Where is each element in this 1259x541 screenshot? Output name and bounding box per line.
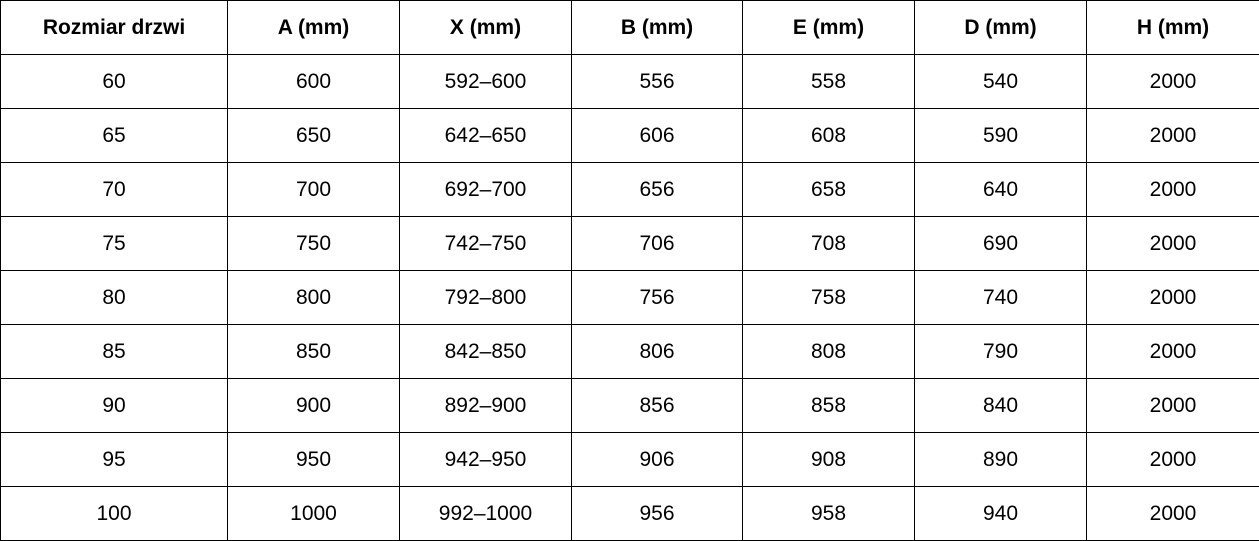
- table-cell: 608: [742, 108, 915, 163]
- table-row: 100 1000 992–1000 956 958 940 2000: [0, 486, 1259, 541]
- table-cell: 2000: [1086, 378, 1259, 433]
- table-row: 80 800 792–800 756 758 740 2000: [0, 270, 1259, 325]
- table-cell: 2000: [1086, 432, 1259, 487]
- table-cell: 2000: [1086, 162, 1259, 217]
- column-header: A (mm): [227, 0, 400, 55]
- column-header: X (mm): [399, 0, 572, 55]
- table-cell: 708: [742, 216, 915, 271]
- table-cell: 758: [742, 270, 915, 325]
- table-row: 85 850 842–850 806 808 790 2000: [0, 324, 1259, 379]
- table-cell: 556: [571, 54, 743, 109]
- table-cell: 856: [571, 378, 743, 433]
- table-row: 90 900 892–900 856 858 840 2000: [0, 378, 1259, 433]
- table-cell: 840: [914, 378, 1087, 433]
- table-cell: 842–850: [399, 324, 572, 379]
- table-cell: 606: [571, 108, 743, 163]
- table-cell: 740: [914, 270, 1087, 325]
- table-cell: 900: [227, 378, 400, 433]
- table-cell: 992–1000: [399, 486, 572, 541]
- table-cell: 2000: [1086, 216, 1259, 271]
- table-cell: 908: [742, 432, 915, 487]
- table-row: 70 700 692–700 656 658 640 2000: [0, 162, 1259, 217]
- table-cell: 558: [742, 54, 915, 109]
- table-cell: 890: [914, 432, 1087, 487]
- table-cell: 100: [0, 486, 228, 541]
- table-cell: 906: [571, 432, 743, 487]
- table-cell: 808: [742, 324, 915, 379]
- column-header: B (mm): [571, 0, 743, 55]
- table-cell: 942–950: [399, 432, 572, 487]
- table-cell: 642–650: [399, 108, 572, 163]
- table-cell: 958: [742, 486, 915, 541]
- table-cell: 600: [227, 54, 400, 109]
- table-row: 75 750 742–750 706 708 690 2000: [0, 216, 1259, 271]
- table-cell: 892–900: [399, 378, 572, 433]
- table-cell: 590: [914, 108, 1087, 163]
- table-cell: 90: [0, 378, 228, 433]
- table-cell: 65: [0, 108, 228, 163]
- table-cell: 95: [0, 432, 228, 487]
- table-cell: 956: [571, 486, 743, 541]
- table-cell: 858: [742, 378, 915, 433]
- table-cell: 790: [914, 324, 1087, 379]
- column-header: D (mm): [914, 0, 1087, 55]
- table-cell: 750: [227, 216, 400, 271]
- table-cell: 850: [227, 324, 400, 379]
- table-cell: 85: [0, 324, 228, 379]
- table-cell: 540: [914, 54, 1087, 109]
- table-cell: 742–750: [399, 216, 572, 271]
- table-cell: 592–600: [399, 54, 572, 109]
- table-cell: 2000: [1086, 270, 1259, 325]
- table-cell: 75: [0, 216, 228, 271]
- table-cell: 2000: [1086, 486, 1259, 541]
- table-cell: 706: [571, 216, 743, 271]
- table-cell: 650: [227, 108, 400, 163]
- table-cell: 80: [0, 270, 228, 325]
- table-cell: 950: [227, 432, 400, 487]
- table-cell: 60: [0, 54, 228, 109]
- table-cell: 640: [914, 162, 1087, 217]
- column-header: H (mm): [1086, 0, 1259, 55]
- table-cell: 2000: [1086, 54, 1259, 109]
- table-cell: 806: [571, 324, 743, 379]
- table-cell: 1000: [227, 486, 400, 541]
- column-header: Rozmiar drzwi: [0, 0, 228, 55]
- table-cell: 656: [571, 162, 743, 217]
- table-cell: 700: [227, 162, 400, 217]
- table-row: 65 650 642–650 606 608 590 2000: [0, 108, 1259, 163]
- table-cell: 690: [914, 216, 1087, 271]
- column-header: E (mm): [742, 0, 915, 55]
- table-cell: 70: [0, 162, 228, 217]
- table-cell: 940: [914, 486, 1087, 541]
- table-cell: 792–800: [399, 270, 572, 325]
- table-cell: 756: [571, 270, 743, 325]
- table-cell: 800: [227, 270, 400, 325]
- table-cell: 658: [742, 162, 915, 217]
- table-row: 60 600 592–600 556 558 540 2000: [0, 54, 1259, 109]
- header-row: Rozmiar drzwi A (mm) X (mm) B (mm) E (mm) D (…: [0, 0, 1259, 55]
- table-cell: 692–700: [399, 162, 572, 217]
- table-row: 95 950 942–950 906 908 890 2000: [0, 432, 1259, 487]
- table-cell: 2000: [1086, 108, 1259, 163]
- table-cell: 2000: [1086, 324, 1259, 379]
